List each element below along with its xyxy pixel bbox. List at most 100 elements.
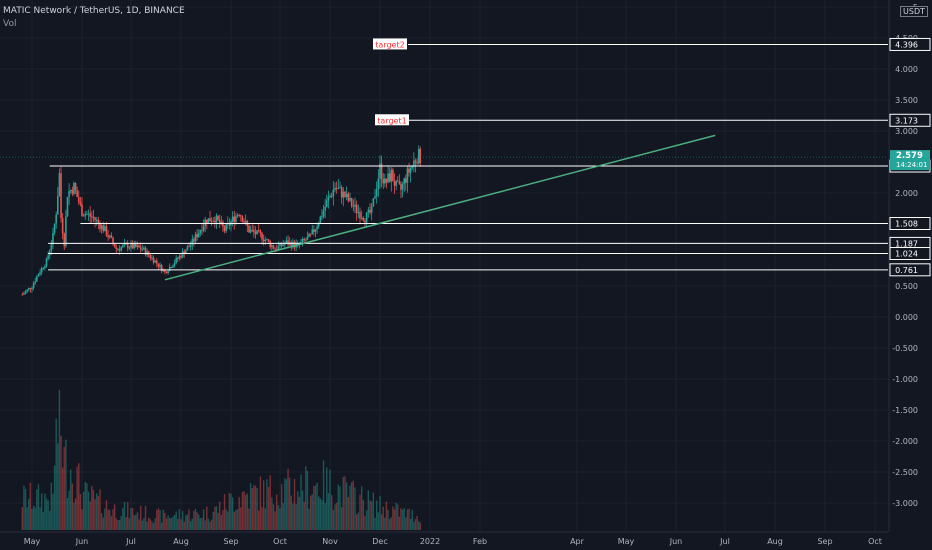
volume-bar xyxy=(349,485,351,530)
candle-body xyxy=(214,220,216,223)
candle-body xyxy=(261,233,263,240)
volume-bar xyxy=(372,492,375,530)
volume-bar xyxy=(301,490,304,530)
volume-bar xyxy=(337,484,340,530)
candle-body xyxy=(181,251,184,258)
volume-bar xyxy=(388,518,391,530)
volume-bar xyxy=(277,505,280,530)
volume-bar xyxy=(180,519,182,530)
volume-bar xyxy=(164,512,166,530)
volume-bar xyxy=(186,514,189,530)
volume-bar xyxy=(123,501,126,530)
volume-bar xyxy=(104,508,106,530)
candle-body xyxy=(290,242,293,248)
candle-body xyxy=(359,212,361,219)
candle-body xyxy=(253,229,255,232)
volume-bar xyxy=(66,497,69,530)
volume-bar xyxy=(162,509,164,530)
candle-body xyxy=(170,267,173,268)
volume-bar xyxy=(71,483,74,530)
candle-body xyxy=(167,271,169,274)
candle-body xyxy=(68,190,70,198)
volume-bar xyxy=(175,511,177,530)
volume-bar xyxy=(395,503,397,530)
candle-body xyxy=(206,219,208,224)
volume-bar xyxy=(324,503,326,530)
candle-body xyxy=(344,191,346,197)
current-price-box xyxy=(890,150,930,171)
candle-body xyxy=(398,181,401,184)
volume-bar xyxy=(189,521,192,530)
volume-bar xyxy=(269,475,271,530)
candle-body xyxy=(249,229,252,233)
candle-body xyxy=(405,178,407,183)
candle-body xyxy=(47,255,49,259)
candle-body xyxy=(362,217,365,221)
candle-body xyxy=(266,239,268,241)
candle-body xyxy=(31,287,33,290)
volume-bar xyxy=(418,521,420,530)
volume-bar xyxy=(285,479,288,530)
candle-body xyxy=(416,162,418,164)
candle-body xyxy=(45,258,48,267)
volume-bar xyxy=(201,517,203,530)
volume-bar xyxy=(115,518,117,530)
volume-bar xyxy=(264,508,266,530)
candle-body xyxy=(369,209,371,213)
candle-body xyxy=(69,189,72,191)
candle-body xyxy=(330,195,333,197)
candle-body xyxy=(52,232,54,245)
volume-bar xyxy=(92,489,95,530)
volume-bar xyxy=(249,483,252,530)
candle-body xyxy=(271,245,273,247)
candle-body xyxy=(305,239,307,241)
candle-body xyxy=(324,206,326,211)
candle-body xyxy=(77,196,80,203)
level-annotation-box xyxy=(375,114,409,126)
volume-bar xyxy=(367,490,370,530)
volume-bar xyxy=(209,521,211,530)
candle-body xyxy=(409,168,412,173)
volume-bar xyxy=(34,507,36,530)
candles-group xyxy=(21,145,422,296)
volume-bar xyxy=(40,493,43,530)
candle-body xyxy=(160,265,163,272)
volume-bar xyxy=(241,492,244,530)
volume-bar xyxy=(68,490,70,530)
candle-body xyxy=(401,184,404,190)
volume-bar xyxy=(214,506,216,530)
volume-bar xyxy=(112,509,114,530)
candle-body xyxy=(57,195,59,215)
candle-body xyxy=(131,243,134,249)
volume-bar xyxy=(375,500,378,530)
candle-body xyxy=(277,245,280,250)
volume-bar xyxy=(262,480,265,530)
currency-badge[interactable]: USDT xyxy=(900,6,928,17)
volume-bar xyxy=(31,508,33,530)
volume-bar xyxy=(297,491,299,530)
candle-body xyxy=(133,243,136,249)
volume-bar xyxy=(196,512,198,530)
volume-bar xyxy=(382,506,384,530)
candle-body xyxy=(212,220,215,222)
volume-bar xyxy=(220,514,223,530)
candle-body xyxy=(329,195,331,198)
volume-bar xyxy=(261,507,263,530)
volume-bar xyxy=(403,508,405,530)
trendline xyxy=(164,134,716,281)
candle-body xyxy=(406,168,409,183)
candle-body xyxy=(29,288,32,290)
volume-bar xyxy=(347,497,350,530)
candle-body xyxy=(241,216,244,223)
volume-bar xyxy=(393,509,396,530)
volume-bar xyxy=(318,496,320,530)
volume-bar xyxy=(159,509,161,530)
candle-body xyxy=(257,230,260,231)
volume-bar xyxy=(122,508,124,530)
volume-bar xyxy=(314,485,317,530)
candle-body xyxy=(27,288,30,290)
volume-bar xyxy=(334,504,336,530)
volume-bar xyxy=(233,511,235,530)
